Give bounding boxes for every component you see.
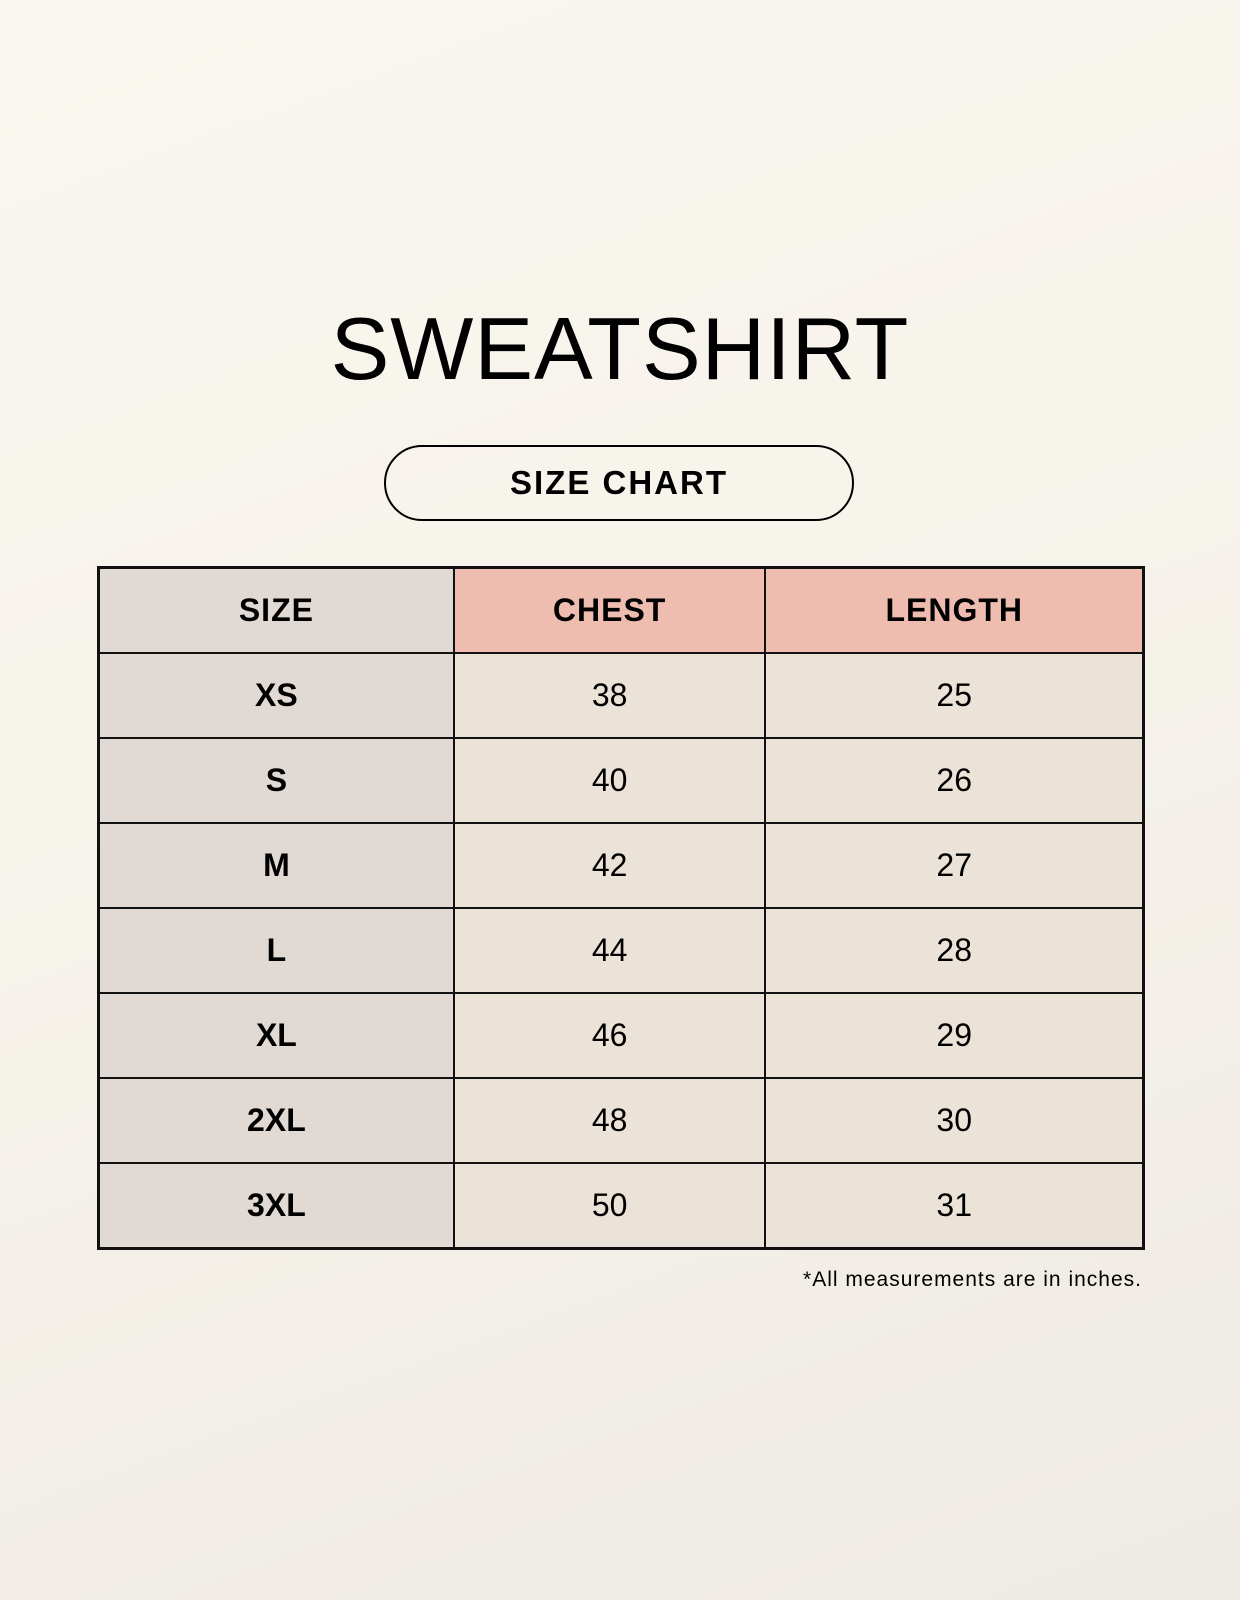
size-cell: XS [97,652,455,739]
header-length: LENGTH [764,566,1145,654]
length-cell: 27 [764,822,1145,909]
length-cell: 30 [764,1077,1145,1164]
header-chest: CHEST [452,566,767,654]
size-cell: 3XL [97,1162,455,1250]
size-cell: L [97,907,455,994]
table-row: 3XL 50 31 [97,1162,1145,1250]
length-cell: 29 [764,992,1145,1079]
page-title: SWEATSHIRT [330,299,910,398]
header-size: SIZE [97,566,455,654]
chest-cell: 50 [452,1162,767,1250]
size-cell: XL [97,992,455,1079]
chest-cell: 48 [452,1077,767,1164]
table-row: M 42 27 [97,822,1145,909]
footnote: *All measurements are in inches. [803,1268,1142,1291]
table-row: XL 46 29 [97,992,1145,1079]
table-row: S 40 26 [97,737,1145,824]
table-row: XS 38 25 [97,652,1145,739]
length-cell: 26 [764,737,1145,824]
chest-cell: 46 [452,992,767,1079]
chest-cell: 38 [452,652,767,739]
chest-cell: 42 [452,822,767,909]
length-cell: 28 [764,907,1145,994]
size-chart-badge: SIZE CHART [384,445,854,521]
length-cell: 31 [764,1162,1145,1250]
size-cell: S [97,737,455,824]
chest-cell: 44 [452,907,767,994]
table-row: 2XL 48 30 [97,1077,1145,1164]
length-cell: 25 [764,652,1145,739]
chest-cell: 40 [452,737,767,824]
size-cell: 2XL [97,1077,455,1164]
table-row: L 44 28 [97,907,1145,994]
size-table: SIZE CHEST LENGTH XS 38 25 S 40 26 M 42 27 L 44 28 X… [97,566,1145,1250]
table-header-row: SIZE CHEST LENGTH [97,566,1145,654]
size-cell: M [97,822,455,909]
